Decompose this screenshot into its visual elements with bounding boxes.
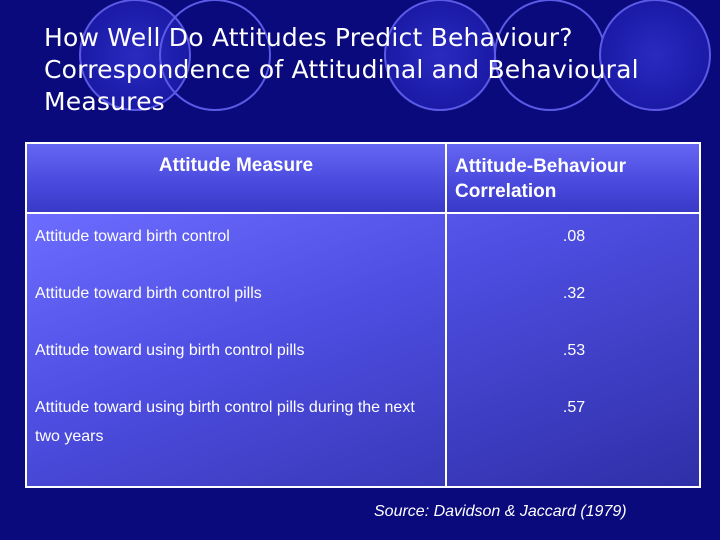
table-body: Attitude toward birth control Attitude t… — [27, 214, 699, 486]
measure-cell: Attitude toward using birth control pill… — [35, 342, 305, 359]
title-line: Measures — [44, 87, 165, 116]
correlation-cell: .57 — [562, 399, 586, 416]
measure-cell: Attitude toward birth control pills — [35, 285, 262, 302]
correlation-table: Attitude Measure Attitude-Behaviour Corr… — [25, 142, 701, 488]
correlation-cell: .32 — [562, 285, 586, 302]
table-header-row: Attitude Measure Attitude-Behaviour Corr… — [27, 144, 699, 214]
correlation-cell: .08 — [562, 228, 586, 245]
column-divider — [445, 144, 447, 486]
measure-column: Attitude toward birth control Attitude t… — [35, 222, 440, 479]
header-correlation: Attitude-Behaviour Correlation — [455, 156, 626, 202]
source-citation: Source: Davidson & Jaccard (1979) — [374, 503, 627, 520]
measure-cell: Attitude toward birth control — [35, 228, 230, 245]
header-attitude-measure: Attitude Measure — [158, 155, 314, 176]
correlation-cell: .53 — [562, 342, 586, 359]
title-line: Correspondence of Attitudinal and Behavi… — [44, 55, 639, 84]
slide-title: How Well Do Attitudes Predict Behaviour?… — [44, 22, 694, 118]
correlation-column: .08 .32 .53 .57 — [447, 222, 701, 450]
title-line: How Well Do Attitudes Predict Behaviour? — [44, 23, 573, 52]
measure-cell: Attitude toward using birth control pill… — [35, 399, 415, 445]
